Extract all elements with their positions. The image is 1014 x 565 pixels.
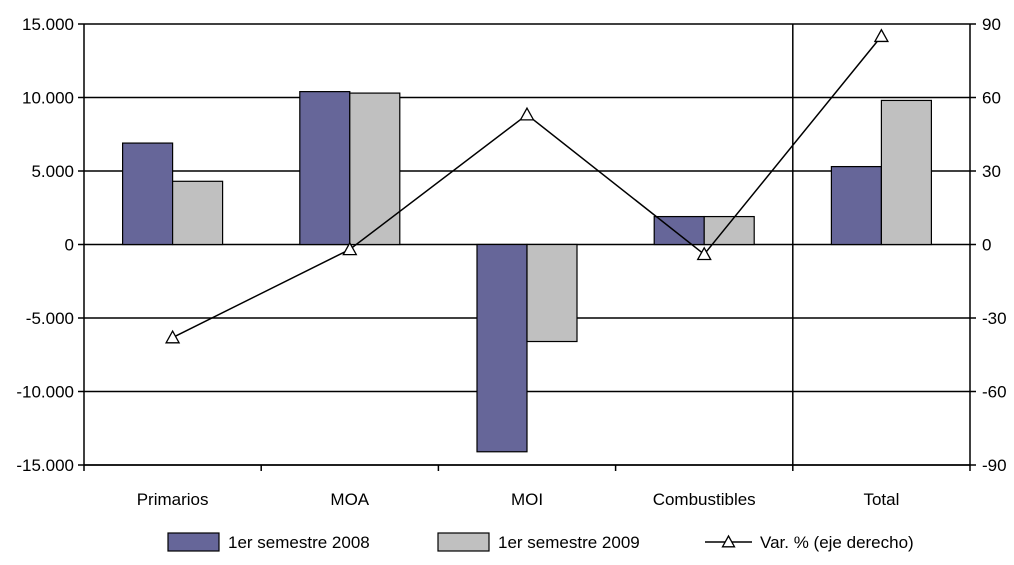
bar-series-1-2 bbox=[476, 243, 528, 453]
legend: 1er semestre 2008 1er semestre 2009 Var. %… bbox=[167, 532, 914, 552]
var-marker-4 bbox=[873, 28, 890, 43]
var-marker-1 bbox=[342, 241, 358, 256]
legend-label-var: Var. % (eje derecho) bbox=[760, 533, 914, 552]
var-marker-2 bbox=[519, 106, 535, 121]
left-tick-label: 5.000 bbox=[31, 162, 74, 181]
axes bbox=[78, 23, 976, 471]
legend-swatch-2008 bbox=[167, 532, 220, 552]
category-label: MOA bbox=[330, 490, 369, 509]
bar-series-2-0 bbox=[172, 180, 224, 246]
legend-swatch-2009 bbox=[437, 532, 490, 552]
legend-label-2008: 1er semestre 2008 bbox=[228, 533, 370, 552]
var-marker-0 bbox=[164, 329, 181, 344]
category-label: Primarios bbox=[137, 490, 209, 509]
bar-series-2-4 bbox=[880, 99, 933, 246]
bar-series-2-3 bbox=[703, 215, 755, 246]
left-tick-label: -5.000 bbox=[26, 309, 74, 328]
left-tick-label: 15.000 bbox=[22, 15, 74, 34]
right-tick-label: 90 bbox=[982, 15, 1001, 34]
right-tick-label: 0 bbox=[982, 236, 991, 255]
right-tick-label: -60 bbox=[982, 383, 1007, 402]
bar-series-1-0 bbox=[121, 142, 174, 246]
bar-series-1-3 bbox=[653, 215, 705, 246]
category-label: Combustibles bbox=[653, 490, 756, 509]
left-tick-label: -15.000 bbox=[16, 456, 74, 475]
bar-series-1-1 bbox=[299, 91, 351, 246]
bars bbox=[121, 91, 933, 453]
legend-marker-var bbox=[721, 534, 736, 548]
right-tick-label: -90 bbox=[982, 456, 1007, 475]
tick-labels: 15.000 10.000 5.000 0 -5.000 -10.000 -15.000 90… bbox=[16, 15, 1006, 509]
bar-series-1-4 bbox=[830, 165, 883, 246]
left-tick-label: -10.000 bbox=[16, 383, 74, 402]
bar-series-2-2 bbox=[526, 243, 578, 343]
category-label: MOI bbox=[511, 490, 543, 509]
right-tick-label: 30 bbox=[982, 162, 1001, 181]
line-series bbox=[164, 28, 890, 344]
bar-series-2-1 bbox=[349, 92, 401, 246]
right-tick-label: 60 bbox=[982, 89, 1001, 108]
legend-label-2009: 1er semestre 2009 bbox=[498, 533, 640, 552]
var-marker-3 bbox=[696, 246, 712, 261]
left-tick-label: 0 bbox=[65, 236, 74, 255]
category-label: Total bbox=[863, 490, 899, 509]
left-tick-label: 10.000 bbox=[22, 89, 74, 108]
right-tick-label: -30 bbox=[982, 309, 1007, 328]
